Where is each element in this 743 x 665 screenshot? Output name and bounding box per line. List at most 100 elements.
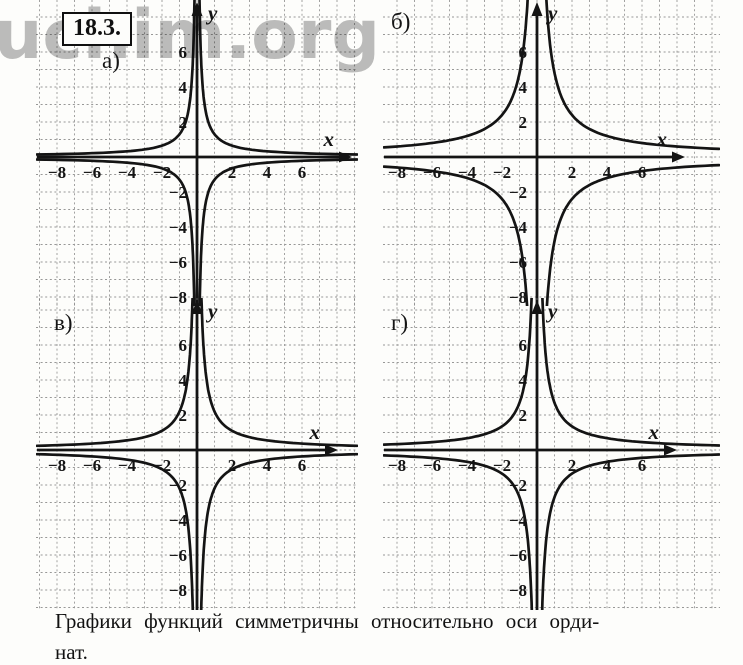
- y-tick-label: −2: [509, 476, 527, 495]
- curve-branch-left: [382, 454, 534, 612]
- x-tick-label: 6: [298, 163, 307, 182]
- y-tick-label: −6: [169, 253, 187, 272]
- y-tick-label: 2: [519, 406, 528, 425]
- x-tick-label: 4: [603, 456, 612, 475]
- y-tick-label: −4: [169, 218, 188, 237]
- graph-panel-v: x y −8 −6 −4 −2 2 4 6 6 4 2 −2 −4 −6 −8: [35, 296, 359, 615]
- axes: [37, 308, 330, 610]
- curve-branch-right: [545, 163, 721, 308]
- y-tick-label: 2: [179, 113, 188, 132]
- caption-line-2: нат.: [55, 640, 88, 664]
- y-tick-label: 6: [179, 336, 188, 355]
- x-tick-label: −8: [48, 456, 66, 475]
- curve-branch-left: [35, 452, 195, 612]
- y-tick-label: 4: [519, 78, 528, 97]
- y-tick-label: 4: [179, 78, 188, 97]
- curve-branch-left: [382, 296, 533, 446]
- axes: [384, 10, 677, 306]
- curve-branch-left: [35, 0, 196, 156]
- x-tick-label: −8: [388, 456, 406, 475]
- y-tick-label: −4: [509, 511, 528, 530]
- x-axis-arrow-icon: [664, 444, 677, 456]
- hyperbola-curve: [382, 296, 721, 612]
- panel-g-label: г): [391, 310, 409, 335]
- hyperbola-curve: [382, 296, 721, 612]
- axes: [37, 10, 344, 306]
- y-axis-label: y: [545, 299, 558, 323]
- curve-branch-left: [35, 296, 194, 448]
- y-tick-label: 4: [179, 371, 188, 390]
- x-tick-label: 4: [603, 163, 612, 182]
- x-tick-label: −6: [83, 456, 101, 475]
- x-tick-label: 6: [638, 163, 647, 182]
- x-tick-label: 2: [228, 163, 237, 182]
- x-axis-label: x: [309, 420, 321, 444]
- x-tick-label: −4: [118, 163, 137, 182]
- panel-b-label: б): [391, 9, 411, 34]
- x-tick-label: 4: [263, 456, 272, 475]
- y-axis-arrow-icon: [531, 2, 543, 16]
- curve-branch-right: [198, 158, 359, 308]
- x-tick-label: 6: [638, 456, 647, 475]
- grid-lines: [383, 298, 720, 610]
- curve-branch-right: [199, 452, 359, 612]
- curve-branch-left: [382, 165, 529, 308]
- x-tick-label: −8: [48, 163, 66, 182]
- x-axis-label: x: [323, 127, 335, 151]
- x-tick-label: −4: [458, 456, 477, 475]
- y-tick-label: −2: [169, 183, 187, 202]
- x-tick-label: 2: [568, 163, 577, 182]
- x-tick-label: −6: [83, 163, 101, 182]
- y-tick-label: −2: [509, 183, 527, 202]
- x-tick-label: 2: [568, 456, 577, 475]
- y-axis-arrow-icon: [191, 300, 203, 314]
- problem-number-badge: 18.3.: [62, 12, 132, 46]
- curve-branch-right: [540, 453, 721, 612]
- panel-v-label: в): [54, 310, 73, 335]
- x-tick-label: 4: [263, 163, 272, 182]
- curve-branch-left: [35, 158, 196, 308]
- hyperbola-curve: [35, 296, 359, 612]
- curve-branch-right: [198, 0, 359, 156]
- x-axis-label: x: [656, 127, 668, 151]
- curve-branch-left: [382, 0, 529, 149]
- y-tick-label: −4: [169, 511, 188, 530]
- hyperbola-curve: [382, 0, 721, 308]
- x-tick-label: −2: [153, 456, 171, 475]
- curve-branch-right: [541, 296, 721, 447]
- y-tick-label: −8: [169, 581, 187, 600]
- y-tick-label: −8: [509, 288, 527, 306]
- x-tick-label: −6: [423, 456, 441, 475]
- hyperbola-curve: [35, 296, 359, 612]
- x-tick-label: 6: [298, 456, 307, 475]
- x-axis-arrow-icon: [325, 444, 338, 456]
- y-tick-label: 4: [519, 371, 528, 390]
- x-tick-label: −6: [423, 163, 441, 182]
- panel-a-label: а): [102, 48, 120, 73]
- x-axis-arrow-icon: [672, 151, 685, 163]
- x-tick-label: 2: [228, 456, 237, 475]
- y-axis-label: y: [205, 1, 218, 25]
- axes: [384, 308, 669, 610]
- solution-caption: Графики функций симметричны относительно…: [55, 606, 715, 665]
- x-tick-label: −2: [493, 163, 511, 182]
- y-tick-label: 2: [519, 113, 528, 132]
- y-tick-label: 6: [179, 43, 188, 62]
- x-axis-label: x: [648, 420, 660, 444]
- graph-panel-a: x y −8 −6 −4 −2 2 4 6 6 4 2 −2 −4 −6 −8: [35, 0, 359, 311]
- hyperbola-curve: [35, 0, 359, 308]
- y-tick-label: −8: [509, 581, 527, 600]
- y-tick-label: −6: [169, 546, 187, 565]
- graph-panel-b: x y −8 −6 −4 −2 2 4 6 6 4 2 −2 −4 −6 −8: [382, 0, 721, 311]
- curve-branch-right: [545, 0, 721, 151]
- hyperbola-curve: [35, 0, 359, 308]
- graph-panel-g: x y −8 −6 −4 −2 2 4 6 6 4 2 −2 −4 −6 −8: [382, 296, 721, 615]
- y-tick-label: −6: [509, 546, 527, 565]
- hyperbola-curve: [382, 0, 721, 308]
- y-axis-arrow-icon: [531, 300, 543, 314]
